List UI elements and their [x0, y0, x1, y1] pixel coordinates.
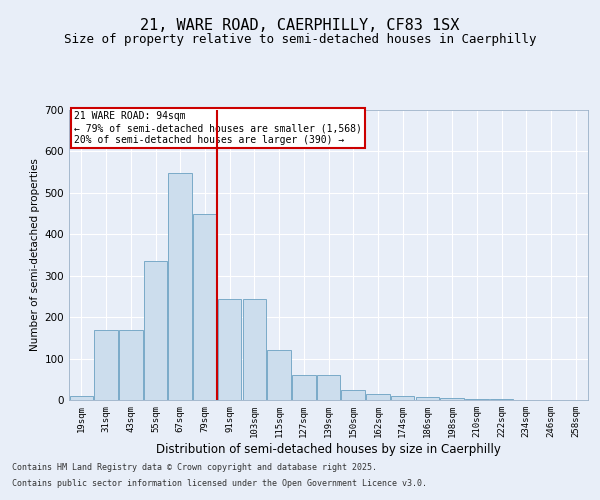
- Bar: [341, 390, 365, 400]
- Bar: [218, 298, 241, 400]
- Text: 21, WARE ROAD, CAERPHILLY, CF83 1SX: 21, WARE ROAD, CAERPHILLY, CF83 1SX: [140, 18, 460, 32]
- Bar: [391, 396, 415, 400]
- Y-axis label: Number of semi-detached properties: Number of semi-detached properties: [31, 158, 40, 352]
- Bar: [242, 298, 266, 400]
- Bar: [490, 399, 513, 400]
- Bar: [94, 330, 118, 400]
- Text: 21 WARE ROAD: 94sqm
← 79% of semi-detached houses are smaller (1,568)
20% of sem: 21 WARE ROAD: 94sqm ← 79% of semi-detach…: [74, 112, 362, 144]
- Bar: [440, 398, 464, 400]
- Text: Contains public sector information licensed under the Open Government Licence v3: Contains public sector information licen…: [12, 478, 427, 488]
- Bar: [317, 375, 340, 400]
- Bar: [169, 173, 192, 400]
- Bar: [193, 214, 217, 400]
- Bar: [416, 396, 439, 400]
- Bar: [70, 396, 93, 400]
- Text: Size of property relative to semi-detached houses in Caerphilly: Size of property relative to semi-detach…: [64, 32, 536, 46]
- Bar: [144, 261, 167, 400]
- Bar: [366, 394, 389, 400]
- X-axis label: Distribution of semi-detached houses by size in Caerphilly: Distribution of semi-detached houses by …: [156, 442, 501, 456]
- Bar: [268, 350, 291, 400]
- Text: Contains HM Land Registry data © Crown copyright and database right 2025.: Contains HM Land Registry data © Crown c…: [12, 464, 377, 472]
- Bar: [465, 399, 488, 400]
- Bar: [119, 330, 143, 400]
- Bar: [292, 375, 316, 400]
